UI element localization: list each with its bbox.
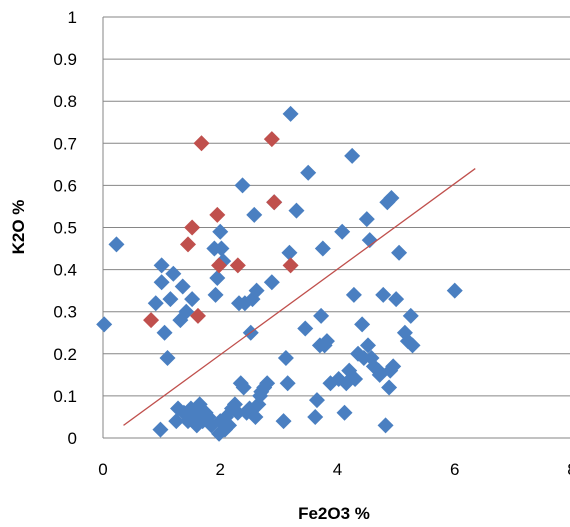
blue-data-point — [388, 291, 405, 308]
blue-data-point — [156, 324, 173, 341]
blue-data-point — [152, 421, 169, 438]
data-points — [96, 105, 463, 442]
blue-data-point — [207, 286, 224, 303]
blue-data-point — [347, 371, 364, 388]
y-tick-labels: 0 0.1 0.2 0.3 0.4 0.5 0.6 0.7 0.8 0.9 1 — [53, 8, 77, 448]
blue-data-point — [168, 413, 185, 430]
blue-data-point — [345, 286, 362, 303]
blue-data-point — [247, 408, 264, 425]
blue-data-point — [165, 265, 182, 282]
blue-data-point — [174, 278, 191, 295]
blue-data-point — [281, 244, 298, 261]
red-data-point — [211, 257, 228, 274]
blue-data-point — [404, 337, 421, 354]
blue-data-point — [297, 320, 314, 337]
blue-data-point — [246, 206, 263, 223]
blue-data-point — [282, 105, 299, 122]
x-tick-label: 6 — [450, 460, 459, 479]
gridlines — [103, 16, 570, 439]
y-tick-label: 0.1 — [53, 387, 77, 406]
blue-data-point — [318, 333, 335, 350]
blue-data-point — [288, 202, 305, 219]
blue-data-point — [354, 316, 371, 333]
blue-data-point — [300, 164, 317, 181]
blue-data-point — [383, 190, 400, 207]
y-tick-label: 0.9 — [53, 50, 77, 69]
red-data-point — [180, 236, 197, 253]
red-data-point — [266, 194, 283, 211]
blue-data-point — [279, 375, 296, 392]
blue-data-point — [209, 270, 226, 287]
y-tick-label: 0 — [68, 429, 77, 448]
blue-data-point — [446, 282, 463, 299]
y-tick-label: 0.3 — [53, 303, 77, 322]
blue-data-point — [344, 147, 361, 164]
y-tick-label: 0.6 — [53, 176, 77, 195]
x-tick-labels: 0 2 4 6 8 — [98, 460, 570, 479]
trendline-path — [123, 168, 476, 426]
blue-data-point — [153, 274, 170, 291]
blue-data-point — [336, 404, 353, 421]
blue-data-point — [184, 291, 201, 308]
blue-data-point — [307, 408, 324, 425]
x-axis-title: Fe2O3 % — [298, 504, 370, 523]
x-tick-label: 4 — [333, 460, 342, 479]
red-data-point — [143, 312, 160, 329]
blue-data-point — [212, 223, 229, 240]
blue-data-point — [162, 291, 179, 308]
blue-data-point — [277, 350, 294, 367]
x-tick-label: 8 — [567, 460, 570, 479]
blue-data-point — [263, 274, 280, 291]
y-axis-title: K2O % — [9, 200, 28, 255]
blue-data-point — [147, 295, 164, 312]
blue-data-point — [213, 240, 230, 257]
trendline — [123, 168, 476, 426]
blue-data-point — [234, 177, 251, 194]
blue-data-point — [313, 307, 330, 324]
y-tick-label: 0.7 — [53, 134, 77, 153]
blue-data-point — [275, 413, 292, 430]
blue-data-point — [361, 232, 378, 249]
blue-data-point — [248, 282, 265, 299]
blue-data-point — [108, 236, 125, 253]
blue-data-point — [359, 337, 376, 354]
red-data-point — [209, 206, 226, 223]
blue-data-point — [385, 358, 402, 375]
blue-data-point — [314, 240, 331, 257]
y-tick-label: 0.8 — [53, 92, 77, 111]
blue-data-point — [377, 417, 394, 434]
blue-data-point — [358, 211, 375, 228]
blue-data-point — [259, 375, 276, 392]
y-tick-label: 1 — [68, 8, 77, 27]
blue-data-point — [334, 223, 351, 240]
red-data-point — [184, 219, 201, 236]
red-data-point — [229, 257, 246, 274]
x-tick-label: 2 — [216, 460, 225, 479]
blue-data-point — [235, 379, 252, 396]
blue-data-point — [96, 316, 113, 333]
red-data-point — [282, 257, 299, 274]
blue-data-point — [375, 286, 392, 303]
blue-data-point — [221, 417, 238, 434]
y-tick-label: 0.5 — [53, 219, 77, 238]
blue-data-point — [308, 392, 325, 409]
blue-data-point — [402, 307, 419, 324]
plot-frame — [102, 17, 570, 439]
blue-data-point — [153, 257, 170, 274]
blue-data-point — [391, 244, 408, 261]
blue-data-point — [381, 379, 398, 396]
blue-data-point — [159, 350, 176, 367]
red-data-point — [263, 131, 280, 148]
y-tick-label: 0.4 — [53, 261, 77, 280]
y-tick-label: 0.2 — [53, 345, 77, 364]
red-data-point — [189, 307, 206, 324]
red-data-point — [193, 135, 210, 152]
x-tick-label: 0 — [98, 460, 107, 479]
